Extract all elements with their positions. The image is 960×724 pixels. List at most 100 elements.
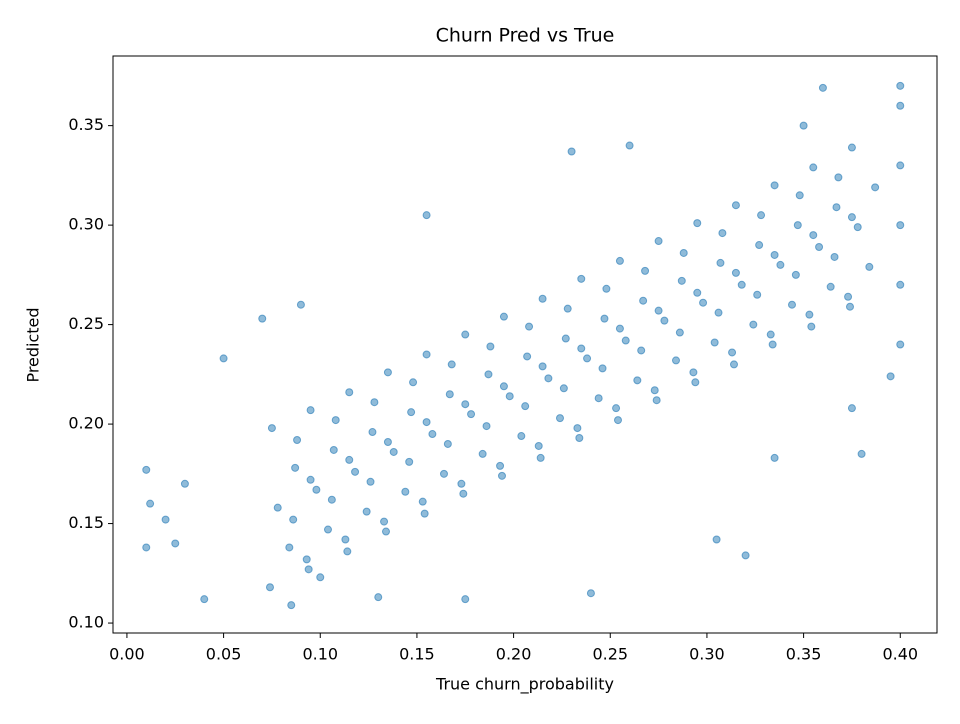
point [370, 398, 379, 407]
point [538, 362, 547, 371]
point [461, 400, 470, 409]
point [699, 298, 708, 307]
points [142, 81, 905, 610]
point [844, 292, 853, 301]
point [671, 356, 680, 365]
point [633, 376, 642, 385]
point [343, 547, 352, 556]
point [652, 396, 661, 405]
point [826, 282, 835, 291]
point [770, 181, 779, 190]
point [577, 344, 586, 353]
point [625, 141, 634, 150]
point [679, 248, 688, 257]
x-tick-label: 0.40 [882, 645, 918, 664]
point [561, 334, 570, 343]
y-axis-label: Predicted [24, 307, 43, 382]
point [345, 455, 354, 464]
point [331, 416, 340, 425]
point [613, 416, 622, 425]
point [296, 300, 305, 309]
point [285, 543, 294, 552]
point [689, 368, 698, 377]
point [731, 201, 740, 210]
point [389, 447, 398, 456]
point [896, 280, 905, 289]
point [896, 340, 905, 349]
point [287, 601, 296, 610]
point [809, 163, 818, 172]
point [770, 453, 779, 462]
point [791, 270, 800, 279]
point [830, 252, 839, 261]
point [729, 360, 738, 369]
point [523, 352, 532, 361]
point [896, 161, 905, 170]
y-tick-label: 0.30 [68, 215, 104, 234]
point [621, 336, 630, 345]
point [345, 388, 354, 397]
point [637, 346, 646, 355]
point [366, 477, 375, 486]
point [768, 340, 777, 349]
point [776, 260, 785, 269]
point [718, 229, 727, 238]
point [693, 288, 702, 297]
x-tick-label: 0.05 [206, 645, 242, 664]
y-tick-label: 0.10 [68, 613, 104, 632]
point [712, 535, 721, 544]
point [422, 211, 431, 220]
point [323, 525, 332, 534]
point [586, 589, 595, 598]
point [467, 410, 476, 419]
point [401, 487, 410, 496]
x-tick-label: 0.20 [496, 645, 532, 664]
point [486, 342, 495, 351]
point [753, 290, 762, 299]
point [525, 322, 534, 331]
x-tick-label: 0.15 [399, 645, 435, 664]
point [793, 221, 802, 230]
point [368, 428, 377, 437]
point [142, 543, 151, 552]
point [383, 368, 392, 377]
point [521, 402, 530, 411]
point [418, 497, 427, 506]
point [380, 517, 389, 526]
point [677, 276, 686, 285]
point [832, 203, 841, 212]
point [200, 595, 209, 604]
point [461, 330, 470, 339]
point [457, 479, 466, 488]
y-tick-label: 0.35 [68, 115, 104, 134]
point [267, 424, 276, 433]
point [484, 370, 493, 379]
point [351, 467, 360, 476]
point [757, 211, 766, 220]
point [710, 338, 719, 347]
point [853, 223, 862, 232]
point [443, 439, 452, 448]
point [575, 434, 584, 443]
point [544, 374, 553, 383]
point [847, 213, 856, 222]
point [737, 280, 746, 289]
point [420, 509, 429, 518]
point [422, 350, 431, 359]
point [807, 322, 816, 331]
point [555, 414, 564, 423]
point [306, 406, 315, 415]
point [896, 81, 905, 90]
point [219, 354, 228, 363]
point [834, 173, 843, 182]
point [534, 441, 543, 450]
point [650, 386, 659, 395]
point [497, 471, 506, 480]
plot-frame [112, 55, 938, 634]
point [787, 300, 796, 309]
point [639, 296, 648, 305]
point [577, 274, 586, 283]
point [741, 551, 750, 560]
point [536, 453, 545, 462]
